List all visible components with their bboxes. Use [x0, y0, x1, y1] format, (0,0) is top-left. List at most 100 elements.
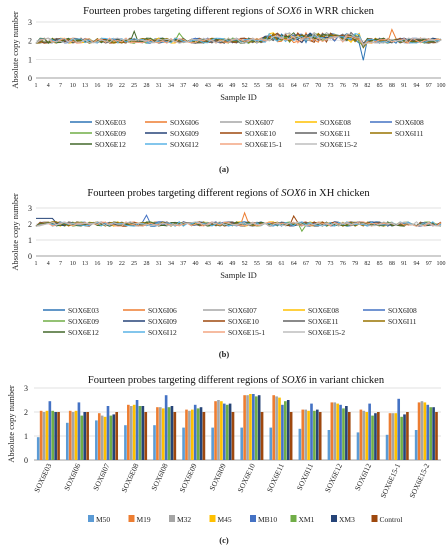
x-tick-label: 1	[35, 83, 38, 89]
legend-swatch	[290, 515, 297, 522]
chart-title: Fourteen probes targeting different regi…	[88, 375, 385, 386]
y-tick-label: 0	[28, 252, 32, 261]
bar-M19-SOX6I09	[214, 401, 217, 460]
x-tick-label: 16	[94, 261, 100, 267]
x-tick-label: 22	[119, 261, 125, 267]
legend-label: MB10	[258, 515, 277, 524]
category-label: SOX6E15-2	[407, 462, 431, 500]
bar-M19-SOX6I11	[301, 409, 305, 460]
legend-label: SOX6E11	[308, 317, 339, 326]
legend-label: SOX6I06	[148, 306, 177, 315]
bar-M19-SOX6I12	[359, 409, 363, 460]
legend-label: SOX6I09	[170, 129, 199, 138]
series-line-SOX6E15-2	[35, 221, 442, 227]
x-tick-label: 19	[107, 83, 113, 89]
x-tick-label: 10	[70, 83, 76, 89]
legend-swatch	[209, 515, 216, 522]
bar-M32-SOX6E12	[333, 402, 337, 460]
bar-XM3-SOX6E15-2	[432, 407, 435, 460]
y-tick-label: 1	[28, 236, 32, 245]
bar-M50-SOX6I06	[65, 422, 69, 460]
bar-Control-SOX6E15-1	[406, 412, 409, 460]
bar-MB10-SOX6I11	[310, 403, 313, 460]
category-label: SOX6I12	[353, 462, 373, 492]
legend-label: SOX6I07	[228, 306, 257, 315]
bar-XM3-SOX6I11	[315, 409, 319, 460]
bar-Control-SOX6E09	[202, 412, 206, 460]
bar-Control-SOX6I11	[318, 412, 322, 460]
legend-label: SOX6I06	[170, 118, 199, 127]
x-tick-label: 61	[278, 83, 284, 89]
chart-title-gene: SOX6	[277, 6, 302, 17]
x-tick-label: 28	[143, 83, 149, 89]
bar-M50-SOX6E12	[327, 430, 331, 460]
bar-Control-SOX6E15-2	[435, 412, 438, 460]
chart-title: Fourteen probes targeting different regi…	[83, 6, 374, 17]
bar-M50-SOX6E09	[182, 427, 185, 460]
x-tick-label: 4	[47, 83, 50, 89]
bar-M45-SOX6E15-2	[423, 402, 427, 460]
bar-MB10-SOX6E15-1	[397, 398, 401, 460]
bar-M45-SOX6I07	[103, 416, 107, 460]
x-tick-label: 94	[413, 261, 419, 267]
category-label: SOX6I11	[295, 462, 315, 492]
legend-label: SOX6E15-1	[245, 140, 282, 149]
y-axis-label: Absolute copy number	[10, 11, 20, 89]
bar-M45-SOX6I12	[365, 412, 369, 460]
y-tick-label: 1	[24, 432, 28, 441]
bar-M19-SOX6E09	[185, 409, 188, 460]
legend-label: SOX6I08	[395, 118, 424, 127]
y-tick-label: 3	[24, 384, 28, 393]
x-tick-label: 13	[82, 261, 88, 267]
x-tick-label: 43	[205, 83, 211, 89]
bar-M45-SOX6I06	[74, 410, 78, 460]
legend-label: SOX6I08	[388, 306, 417, 315]
category-label: SOX6I06	[62, 462, 82, 492]
x-tick-label: 88	[389, 261, 395, 267]
legend-label: SOX6I12	[148, 328, 177, 337]
legend-label: SOX6E03	[68, 306, 99, 315]
bar-M19-SOX6I06	[68, 410, 72, 460]
x-tick-label: 46	[217, 261, 223, 267]
bar-M45-SOX6E09	[190, 409, 194, 460]
x-tick-label: 85	[377, 83, 383, 89]
bar-Control-SOX6E03	[57, 412, 60, 460]
x-tick-label: 1	[35, 261, 38, 267]
bar-M19-SOX6E15-2	[417, 402, 421, 460]
bar-XM1-SOX6I06	[80, 415, 84, 460]
x-tick-label: 64	[291, 83, 297, 89]
x-tick-label: 64	[291, 261, 297, 267]
category-label: SOX6E11	[265, 462, 286, 494]
x-tick-label: 88	[389, 83, 395, 89]
bar-XM3-SOX6E12	[345, 406, 348, 460]
bar-M32-SOX6I09	[217, 400, 220, 460]
bar-XM3-SOX6I07	[112, 414, 116, 460]
legend-label: M45	[218, 515, 232, 524]
x-tick-label: 73	[328, 83, 334, 89]
bar-M45-SOX6E15-1	[394, 413, 398, 460]
x-tick-label: 70	[315, 261, 321, 267]
x-tick-label: 31	[156, 83, 162, 89]
bar-MB10-SOX6E15-2	[426, 404, 430, 460]
legend-label: SOX6I11	[395, 129, 424, 138]
bar-Control-SOX6E10	[260, 412, 264, 460]
bar-M32-SOX6E11	[275, 396, 278, 460]
x-tick-label: 34	[168, 83, 174, 89]
x-tick-label: 16	[94, 83, 100, 89]
bar-M32-SOX6I08	[159, 407, 162, 460]
bar-MB10-SOX6E10	[252, 394, 255, 460]
bar-M32-SOX6E08	[129, 406, 133, 460]
x-tick-label: 4	[47, 261, 50, 267]
bar-M32-SOX6E10	[246, 395, 249, 460]
x-tick-label: 43	[205, 261, 211, 267]
bar-M19-SOX6I07	[97, 413, 101, 460]
x-tick-label: 55	[254, 261, 260, 267]
bar-XM3-SOX6I12	[374, 413, 377, 460]
category-label: SOX6E12	[323, 462, 344, 494]
legend-label: SOX6I12	[170, 140, 199, 149]
x-tick-label: 25	[131, 261, 137, 267]
bar-Control-SOX6I09	[231, 412, 235, 460]
legend-label: SOX6I07	[245, 118, 274, 127]
x-tick-label: 31	[156, 261, 162, 267]
category-label: SOX6E08	[119, 462, 140, 494]
